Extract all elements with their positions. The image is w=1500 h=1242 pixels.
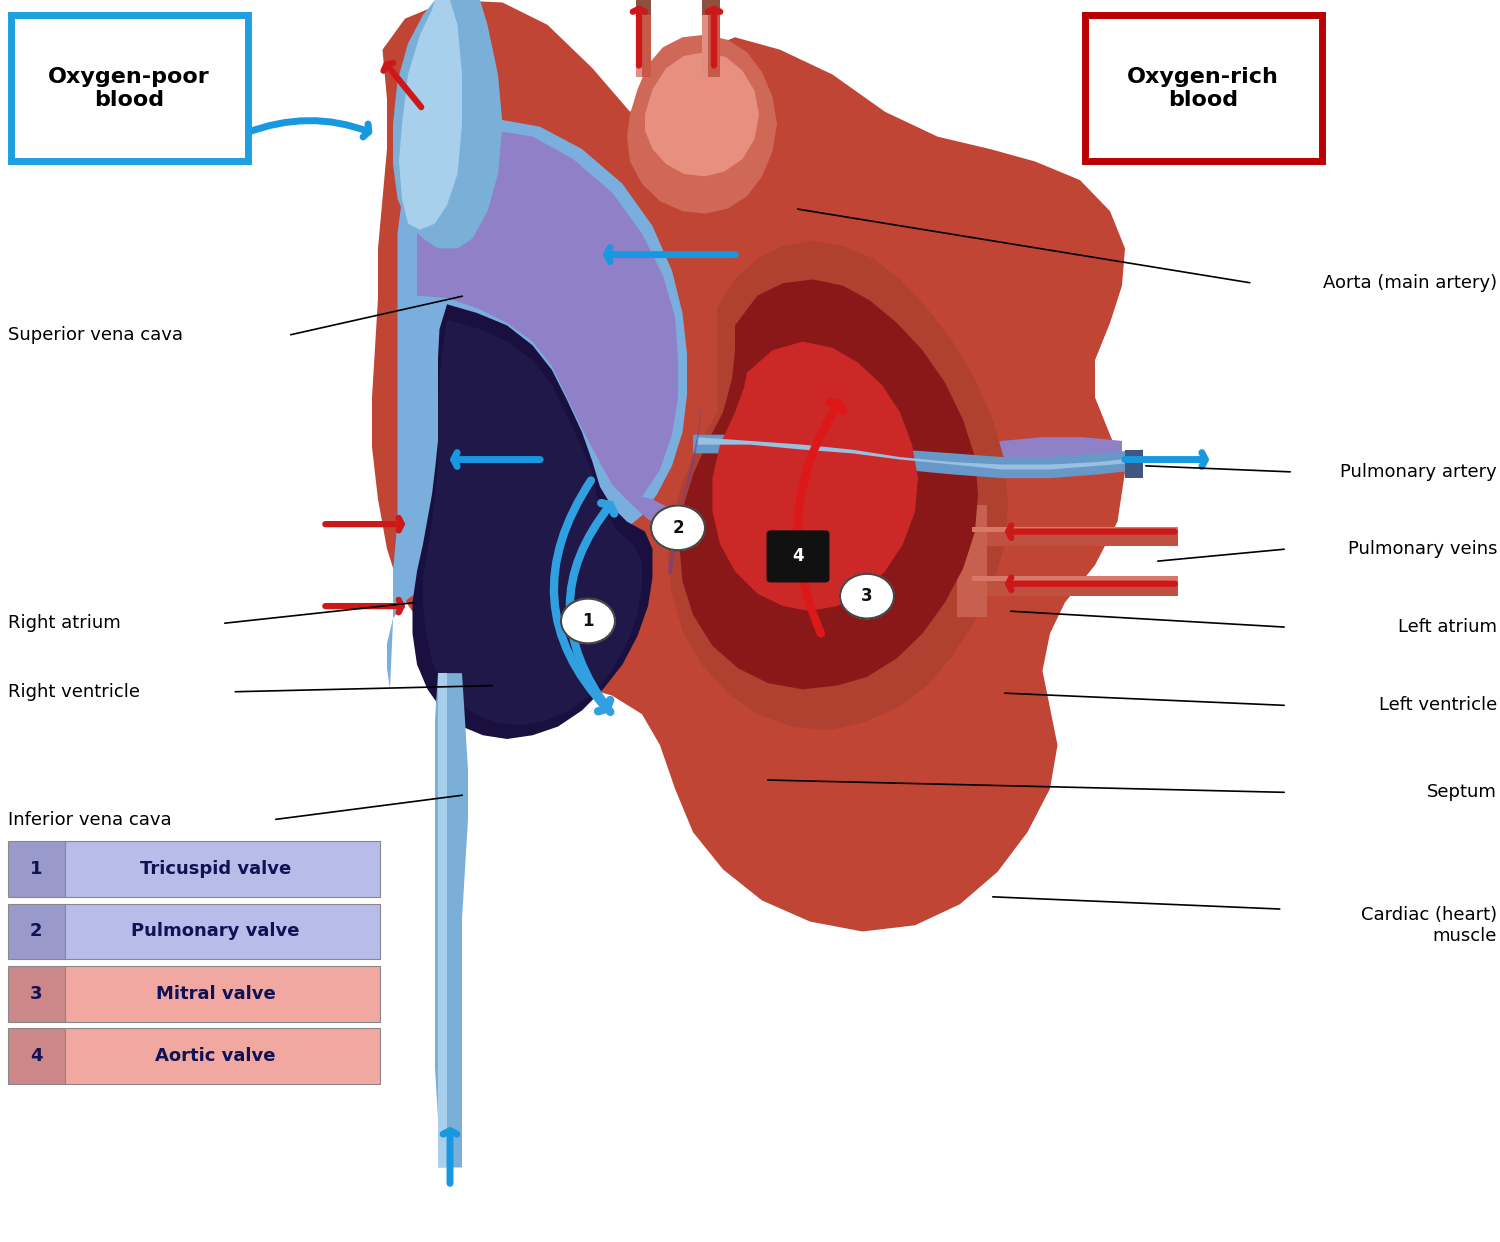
Text: Tricuspid valve: Tricuspid valve: [140, 861, 291, 878]
Text: Superior vena cava: Superior vena cava: [8, 327, 183, 344]
Text: 3: 3: [30, 985, 42, 1002]
Polygon shape: [423, 320, 642, 725]
Text: 3: 3: [861, 587, 873, 605]
Text: Left ventricle: Left ventricle: [1378, 697, 1497, 714]
Circle shape: [651, 505, 705, 550]
FancyBboxPatch shape: [766, 530, 830, 582]
Polygon shape: [413, 304, 652, 739]
Polygon shape: [957, 505, 987, 568]
FancyBboxPatch shape: [10, 15, 248, 161]
Text: 4: 4: [30, 1047, 42, 1064]
Bar: [64, 904, 380, 959]
Bar: [64, 842, 380, 897]
Text: 1: 1: [30, 861, 42, 878]
Polygon shape: [693, 435, 1143, 478]
Bar: [8, 904, 64, 959]
Polygon shape: [957, 555, 987, 617]
Bar: [8, 842, 64, 897]
Text: 1: 1: [582, 612, 594, 630]
Text: 2: 2: [672, 519, 684, 537]
Text: Mitral valve: Mitral valve: [156, 985, 276, 1002]
Polygon shape: [435, 673, 468, 1167]
Text: Oxygen-poor
blood: Oxygen-poor blood: [48, 67, 210, 109]
Text: Aorta (main artery): Aorta (main artery): [1323, 274, 1497, 292]
Polygon shape: [636, 0, 642, 77]
Polygon shape: [645, 52, 759, 176]
Circle shape: [840, 574, 894, 619]
Text: Aortic valve: Aortic valve: [156, 1047, 276, 1064]
Text: 4: 4: [792, 548, 804, 565]
Polygon shape: [702, 0, 708, 77]
Text: 2: 2: [30, 923, 42, 940]
Bar: [64, 1028, 380, 1083]
Circle shape: [561, 599, 615, 643]
Bar: [8, 966, 64, 1021]
Text: Septum: Septum: [1426, 784, 1497, 801]
Text: Pulmonary veins: Pulmonary veins: [1347, 540, 1497, 558]
Polygon shape: [972, 576, 1178, 596]
Text: Right ventricle: Right ventricle: [8, 683, 140, 700]
Polygon shape: [636, 0, 651, 15]
Polygon shape: [712, 342, 918, 611]
Text: Inferior vena cava: Inferior vena cava: [8, 811, 171, 828]
Polygon shape: [702, 0, 720, 77]
Polygon shape: [399, 0, 462, 230]
Text: Pulmonary valve: Pulmonary valve: [132, 923, 300, 940]
Polygon shape: [972, 576, 1178, 581]
Polygon shape: [680, 279, 978, 689]
Text: Pulmonary artery: Pulmonary artery: [1341, 463, 1497, 481]
Polygon shape: [636, 0, 651, 77]
Polygon shape: [417, 129, 1122, 544]
Polygon shape: [972, 527, 1178, 546]
Text: Cardiac (heart)
muscle: Cardiac (heart) muscle: [1360, 905, 1497, 945]
Polygon shape: [698, 437, 1143, 469]
Text: Left atrium: Left atrium: [1398, 619, 1497, 636]
Polygon shape: [627, 35, 777, 214]
Polygon shape: [387, 119, 687, 689]
Polygon shape: [972, 527, 1178, 532]
FancyBboxPatch shape: [1084, 15, 1322, 161]
Bar: [8, 1028, 64, 1083]
Polygon shape: [393, 0, 502, 248]
Polygon shape: [668, 241, 1008, 730]
Text: Oxygen-rich
blood: Oxygen-rich blood: [1126, 67, 1280, 109]
Polygon shape: [1125, 450, 1143, 478]
Polygon shape: [372, 0, 1125, 932]
Polygon shape: [668, 286, 702, 574]
Bar: [64, 966, 380, 1021]
Text: Right atrium: Right atrium: [8, 615, 120, 632]
Polygon shape: [438, 673, 447, 1167]
Polygon shape: [702, 0, 720, 15]
